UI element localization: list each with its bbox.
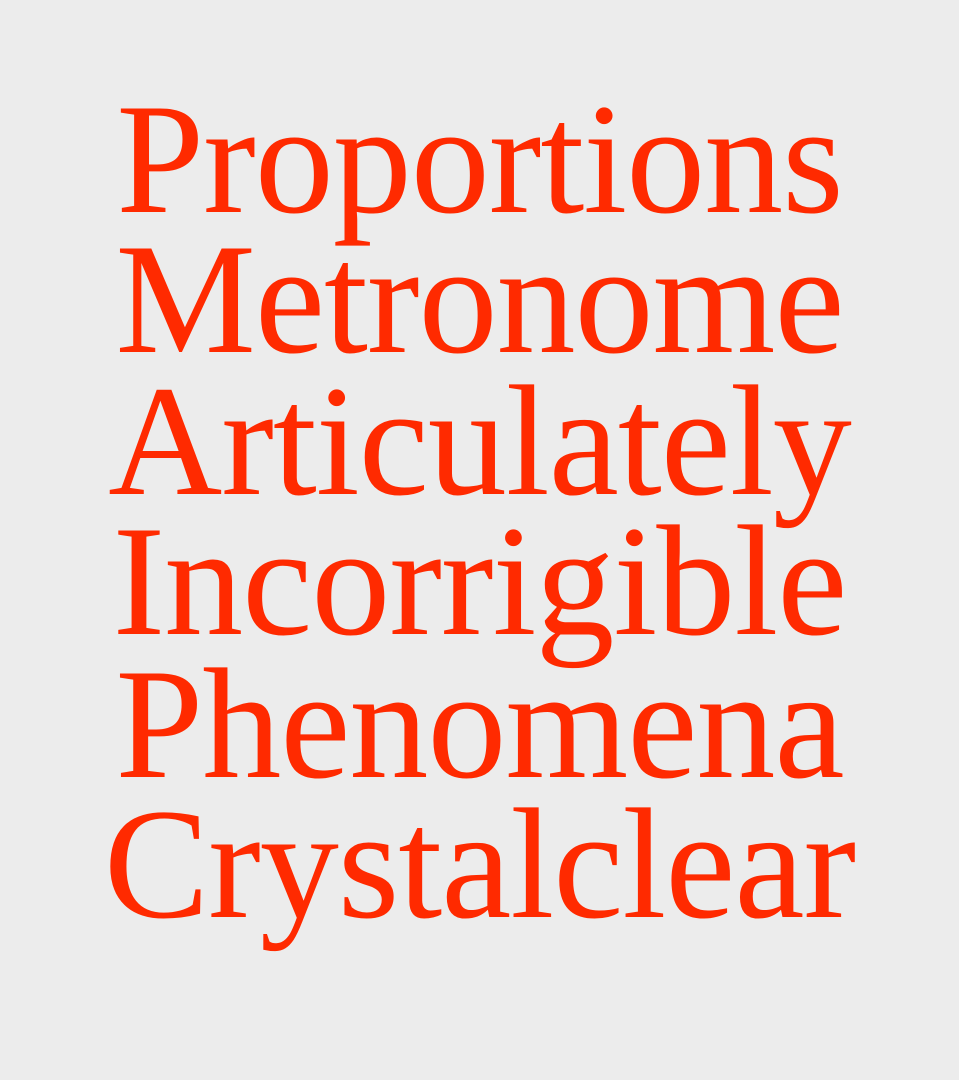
specimen-word-articulately: Articulately <box>108 354 852 529</box>
specimen-word-proportions: Proportions <box>116 72 843 247</box>
specimen-word-incorrigible: Incorrigible <box>112 494 848 669</box>
specimen-word-metronome: Metronome <box>115 212 844 387</box>
specimen-word-crystalclear: Crystalclear <box>103 777 856 952</box>
specimen-word-phenomena: Phenomena <box>115 637 844 812</box>
